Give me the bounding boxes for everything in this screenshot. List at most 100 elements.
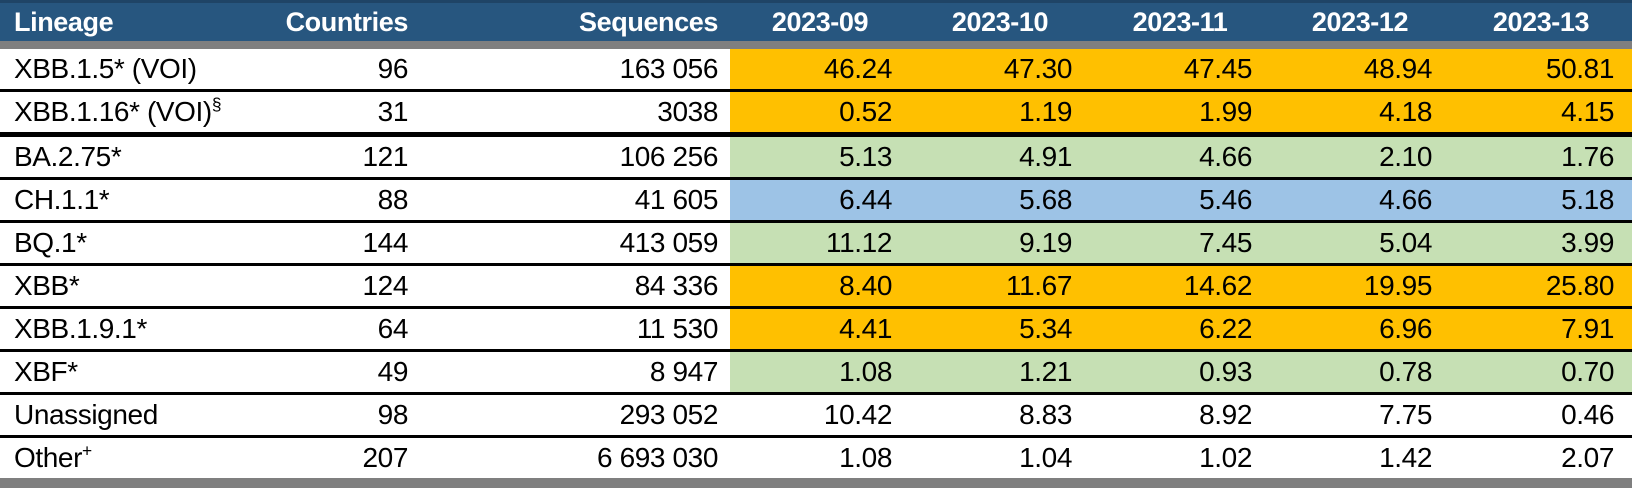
column-header-2023-09: 2023-09 (730, 0, 910, 41)
countries-cell: 121 (255, 134, 420, 180)
value-cell-2023-10: 11.67 (910, 264, 1090, 309)
lineage-label: BQ.1* (14, 227, 87, 258)
sequences-cell: 106 256 (420, 134, 730, 180)
sequences-cell: 84 336 (420, 264, 730, 309)
lineage-label: XBB.1.9.1* (14, 313, 147, 344)
lineage-cell: XBB* (0, 264, 255, 309)
sequences-cell: 6 693 030 (597, 442, 718, 473)
value-cell-2023-11: 4.66 (1090, 134, 1270, 180)
value-cell-2023-10: 5.68 (910, 178, 1090, 223)
value-cell-2023-12: 7.75 (1270, 393, 1450, 438)
table-row: XBB.1.5* (VOI) 96 163 056 46.24 47.30 47… (0, 49, 1632, 92)
value-cell-2023-12: 5.04 (1270, 221, 1450, 266)
value-cell-2023-13: 0.70 (1450, 350, 1632, 395)
value-cell-2023-10: 8.83 (910, 393, 1090, 438)
lineage-label: CH.1.1* (14, 184, 110, 215)
value-cell-2023-12: 48.94 (1270, 49, 1450, 92)
value-cell-2023-12: 19.95 (1270, 264, 1450, 309)
column-header-countries: Countries (255, 0, 420, 41)
lineage-cell: BQ.1* (0, 221, 255, 266)
value-cell-2023-12: 4.66 (1270, 178, 1450, 223)
table-row: XBB.1.16* (VOI)§ 31 3038 0.52 1.19 1.99 … (0, 90, 1632, 137)
countries-cell: 64 (255, 307, 420, 352)
value-cell-2023-09: 10.42 (730, 393, 910, 438)
table-row: CH.1.1* 88 41 605 6.44 5.68 5.46 4.66 5.… (0, 178, 1632, 223)
value-cell-2023-13: 4.15 (1450, 90, 1632, 137)
countries-cell: 144 (255, 221, 420, 266)
table-row: Other+ 207 6 693 030 1.08 1.04 1.02 1.42… (0, 436, 1632, 479)
value-cell-2023-13: 0.46 (1450, 393, 1632, 438)
value-cell-2023-13: 50.81 (1450, 49, 1632, 92)
value-cell-2023-10: 1.04 (910, 436, 1090, 478)
value-cell-2023-09: 46.24 (730, 49, 910, 92)
value-cell-2023-11: 6.22 (1090, 307, 1270, 352)
separator-band-top (0, 41, 1632, 49)
countries-cell: 49 (255, 350, 420, 395)
countries-cell: 88 (255, 178, 420, 223)
value-cell-2023-10: 1.19 (910, 90, 1090, 137)
value-cell-2023-10: 47.30 (910, 49, 1090, 92)
value-cell-2023-13: 7.91 (1450, 307, 1632, 352)
lineage-cell: Other+ (0, 437, 255, 479)
lineage-cell: BA.2.75* (0, 134, 255, 180)
value-cell-2023-10: 5.34 (910, 307, 1090, 352)
separator-band-bottom-fill (0, 478, 1632, 488)
column-header-2023-13: 2023-13 (1450, 0, 1632, 41)
sequences-cell: 293 052 (420, 393, 730, 438)
lineage-superscript: § (211, 94, 222, 115)
countries-cell: 98 (255, 393, 420, 438)
column-header-2023-11: 2023-11 (1090, 0, 1270, 41)
value-cell-2023-11: 1.99 (1090, 90, 1270, 137)
sequences-cell: 163 056 (420, 49, 730, 92)
separator-band-bottom (0, 478, 1632, 488)
value-cell-2023-10: 9.19 (910, 221, 1090, 266)
value-cell-2023-09: 5.13 (730, 134, 910, 180)
value-cell-2023-11: 14.62 (1090, 264, 1270, 309)
table-body: XBB.1.5* (VOI) 96 163 056 46.24 47.30 47… (0, 49, 1632, 478)
lineage-label: XBB.1.16* (VOI) (14, 96, 212, 127)
lineage-cell: XBB.1.9.1* (0, 307, 255, 352)
countries-cell: 31 (255, 90, 420, 137)
value-cell-2023-09: 4.41 (730, 307, 910, 352)
table-row: XBF* 49 8 947 1.08 1.21 0.93 0.78 0.70 (0, 350, 1632, 395)
sequences-cell: 41 605 (420, 178, 730, 223)
lineage-label: XBF* (14, 356, 78, 387)
value-cell-2023-13: 25.80 (1450, 264, 1632, 309)
value-cell-2023-13: 1.76 (1450, 134, 1632, 180)
lineage-label: Other (14, 442, 83, 473)
table-row: XBB* 124 84 336 8.40 11.67 14.62 19.95 2… (0, 264, 1632, 309)
value-cell-2023-09: 6.44 (730, 178, 910, 223)
lineage-cell: XBB.1.5* (VOI) (0, 49, 255, 92)
value-cell-2023-11: 0.93 (1090, 350, 1270, 395)
value-cell-2023-10: 4.91 (910, 134, 1090, 180)
table-row: XBB.1.9.1* 64 11 530 4.41 5.34 6.22 6.96… (0, 307, 1632, 352)
column-header-2023-12: 2023-12 (1270, 0, 1450, 41)
lineage-label: XBB.1.5* (VOI) (14, 53, 197, 84)
value-cell-2023-13: 3.99 (1450, 221, 1632, 266)
value-cell-2023-10: 1.21 (910, 350, 1090, 395)
value-cell-2023-11: 47.45 (1090, 49, 1270, 92)
lineage-cell: Unassigned (0, 393, 255, 438)
value-cell-2023-12: 2.10 (1270, 134, 1450, 180)
separator-band-top-fill (0, 41, 1632, 49)
value-cell-2023-12: 0.78 (1270, 350, 1450, 395)
value-cell-2023-11: 8.92 (1090, 393, 1270, 438)
sequences-cell: 3038 (420, 90, 730, 137)
column-header-2023-10: 2023-10 (910, 0, 1090, 41)
value-cell-2023-09: 1.08 (730, 436, 910, 478)
lineage-cell: XBB.1.16* (VOI)§ (0, 90, 255, 137)
lineage-label: Unassigned (14, 399, 158, 430)
table-row: Unassigned 98 293 052 10.42 8.83 8.92 7.… (0, 393, 1632, 438)
value-cell-2023-11: 5.46 (1090, 178, 1270, 223)
value-cell-2023-09: 11.12 (730, 221, 910, 266)
value-cell-2023-12: 4.18 (1270, 90, 1450, 137)
value-cell-2023-11: 1.02 (1090, 436, 1270, 478)
value-cell-2023-13: 2.07 (1450, 436, 1632, 478)
value-cell-2023-13: 5.18 (1450, 178, 1632, 223)
sequences-cell: 11 530 (420, 307, 730, 352)
table-row: BQ.1* 144 413 059 11.12 9.19 7.45 5.04 3… (0, 221, 1632, 266)
value-cell-2023-12: 6.96 (1270, 307, 1450, 352)
column-header-sequences: Sequences (420, 0, 730, 41)
countries-cell: 124 (255, 264, 420, 309)
